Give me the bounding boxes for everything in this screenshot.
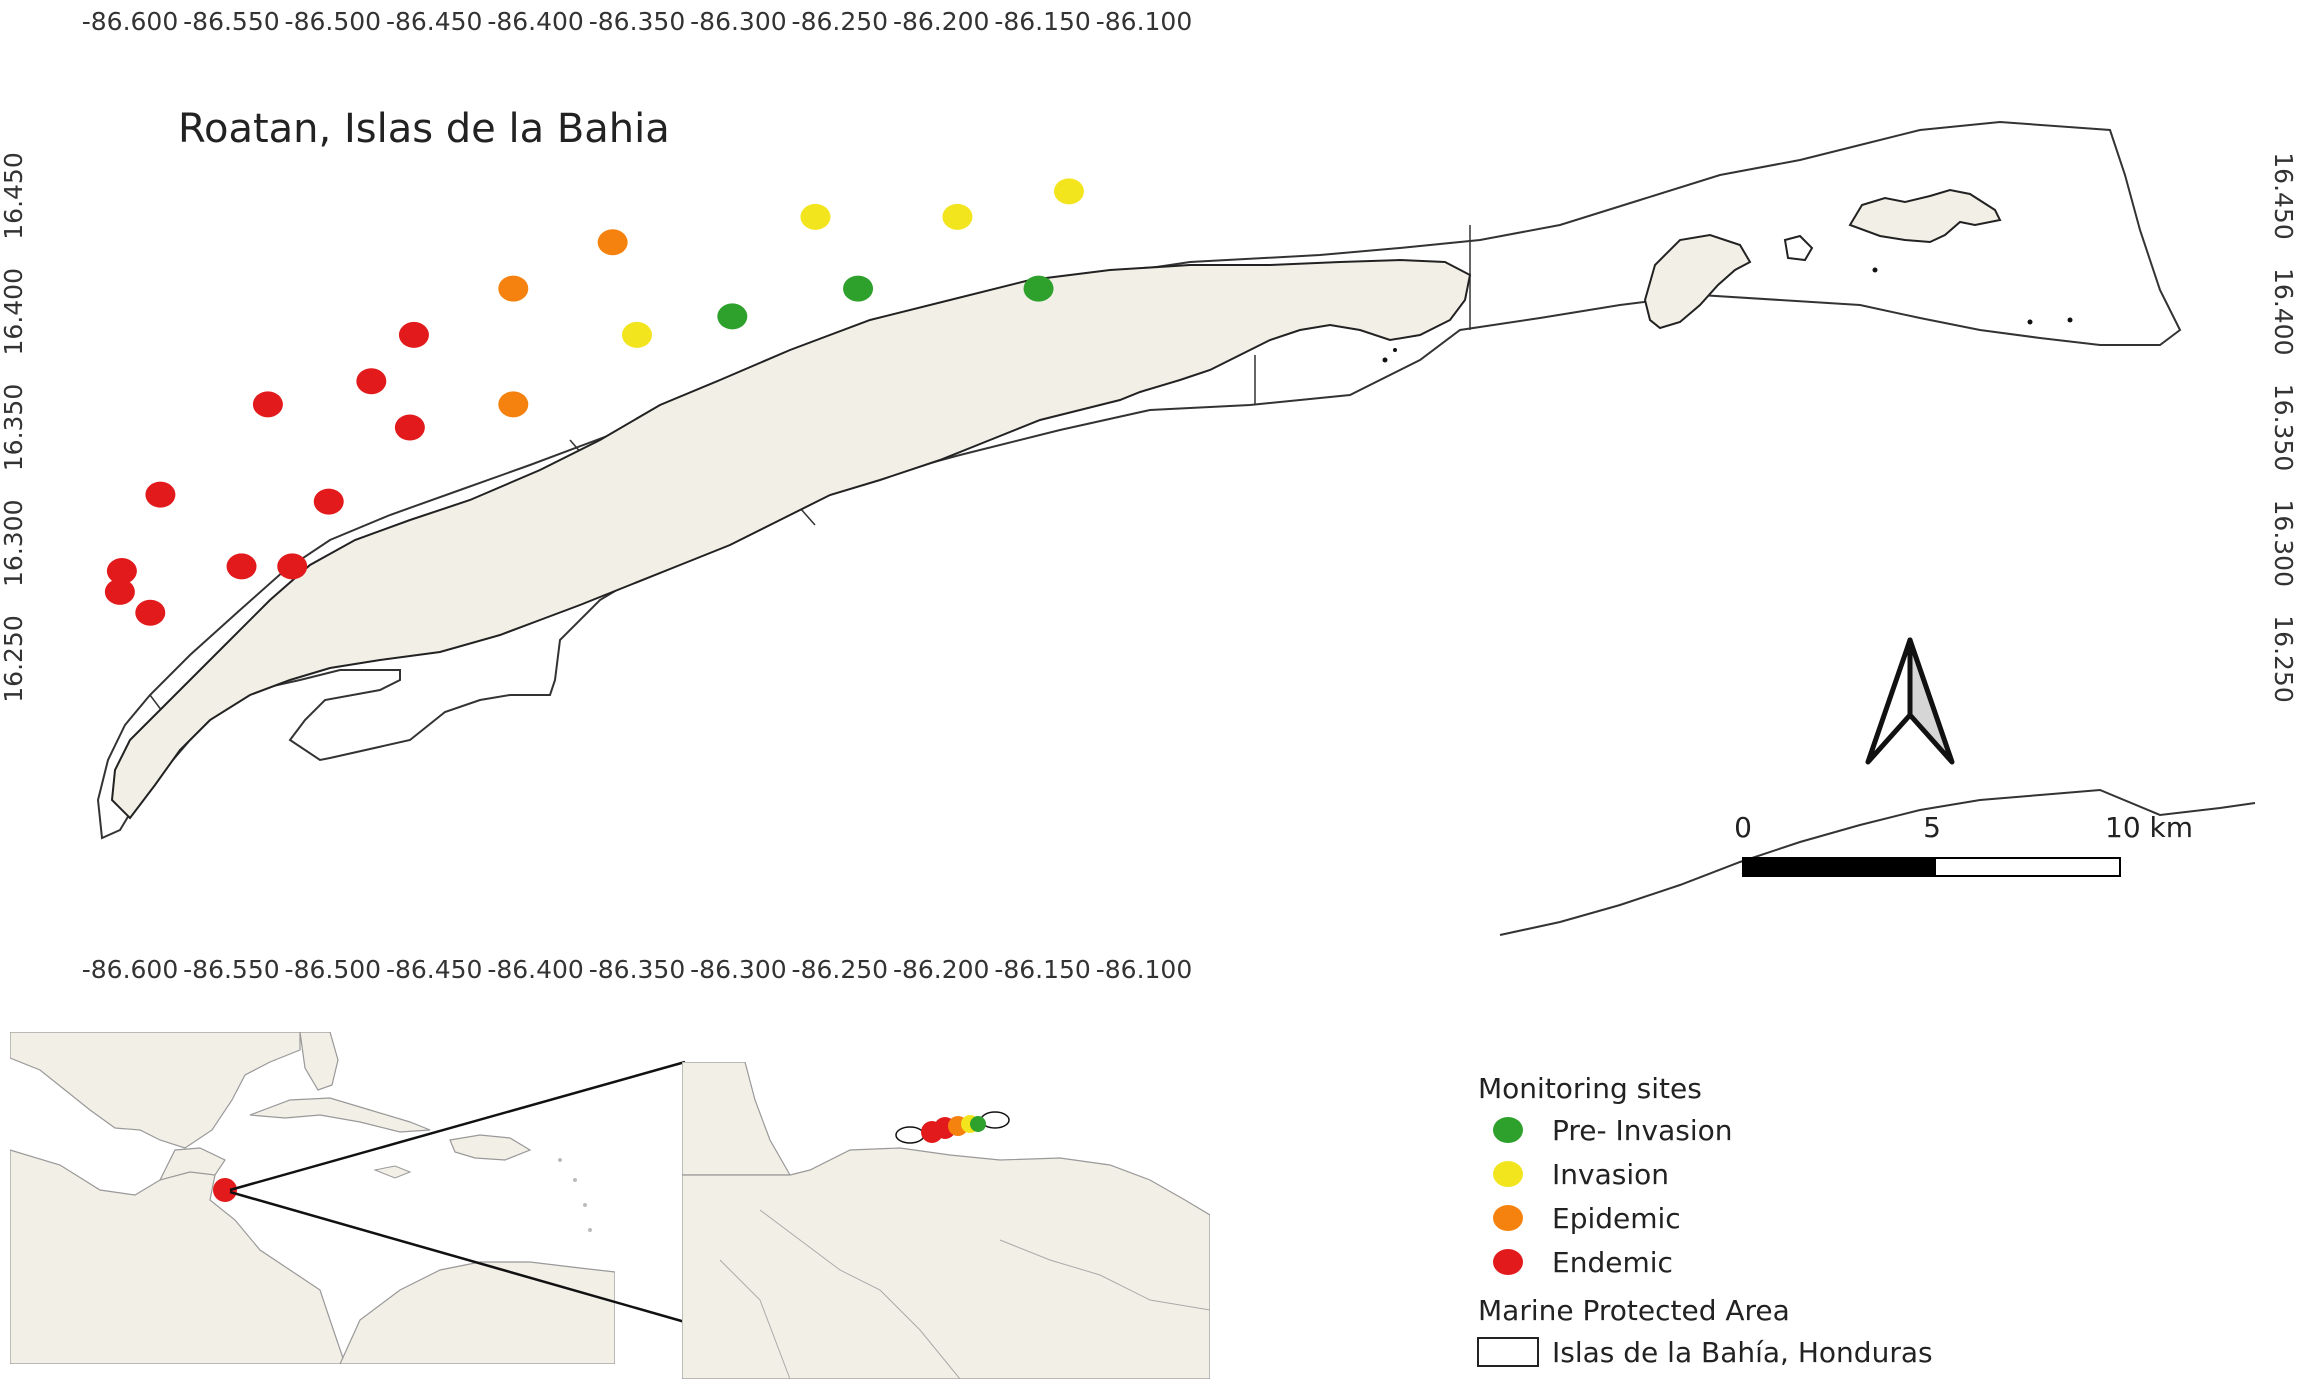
roatan-island [110, 258, 1472, 820]
y-tick-label-right: 16.300 [2269, 500, 2298, 587]
site-marker-endemic [356, 368, 387, 395]
legend-mpa-heading: Marine Protected Area [1478, 1294, 1790, 1327]
y-axis-right-labels: 16.450 16.400 16.350 16.300 16.250 [2269, 152, 2298, 702]
x-tick-label-bottom: -86.150 [994, 955, 1091, 984]
x-tick-label-bottom: -86.300 [690, 955, 787, 984]
site-marker-invasion [622, 321, 652, 348]
inset-honduras-map [682, 1062, 1210, 1379]
x-tick-label-bottom: -86.350 [589, 955, 686, 984]
x-tick-label-top: -86.100 [1096, 7, 1193, 36]
y-tick-label-left: 16.300 [0, 500, 28, 587]
site-marker-endemic [135, 599, 166, 626]
inset-connector-top [229, 1060, 686, 1192]
x-tick-label-bottom: -86.450 [386, 955, 483, 984]
site-marker-endemic [104, 578, 135, 605]
y-tick-label-left: 16.250 [0, 615, 28, 702]
y-axis-left-labels: 16.450 16.400 16.350 16.300 16.250 [0, 152, 28, 702]
legend-swatch-pre-invasion [1493, 1117, 1523, 1143]
x-tick-label-top: -86.200 [893, 7, 990, 36]
x-tick-label-top: -86.350 [589, 7, 686, 36]
x-tick-label-bottom: -86.500 [285, 955, 382, 984]
x-tick-label-bottom: -86.200 [893, 955, 990, 984]
x-tick-label-bottom: -86.400 [487, 955, 584, 984]
site-marker-endemic [106, 558, 137, 585]
y-tick-label-right: 16.250 [2269, 615, 2298, 702]
legend-swatch-invasion [1493, 1161, 1523, 1187]
y-tick-label-right: 16.350 [2269, 384, 2298, 471]
x-tick-label-bottom: -86.600 [82, 955, 179, 984]
legend: Monitoring sites Pre- Invasion Invasion Ep… [1477, 1072, 1933, 1369]
site-marker-pre-invasion [717, 303, 748, 330]
inset-connector-bottom [229, 1190, 686, 1324]
site-marker-epidemic [498, 275, 529, 302]
x-tick-label-bottom: -86.550 [183, 955, 280, 984]
x-tick-label-top: -86.250 [792, 7, 889, 36]
legend-swatch-endemic [1493, 1249, 1523, 1275]
site-marker-endemic [277, 553, 308, 580]
legend-swatch-epidemic [1493, 1205, 1523, 1231]
y-tick-label-left: 16.400 [0, 268, 28, 355]
x-tick-label-bottom: -86.250 [792, 955, 889, 984]
x-tick-label-top: -86.500 [285, 7, 382, 36]
site-marker-endemic [398, 321, 429, 348]
legend-label-pre-invasion: Pre- Invasion [1552, 1114, 1733, 1147]
site-marker-endemic [145, 481, 176, 508]
x-tick-label-bottom: -86.100 [1096, 955, 1193, 984]
inset-caribbean-map [10, 1032, 615, 1364]
x-tick-label-top: -86.400 [487, 7, 584, 36]
legend-mpa-label: Islas de la Bahía, Honduras [1552, 1336, 1933, 1369]
site-marker-endemic [313, 488, 344, 515]
x-tick-label-top: -86.550 [183, 7, 280, 36]
x-tick-label-top: -86.450 [386, 7, 483, 36]
scale-label-5: 5 [1923, 811, 1941, 844]
y-tick-label-right: 16.400 [2269, 268, 2298, 355]
legend-label-invasion: Invasion [1552, 1158, 1669, 1191]
x-tick-label-top: -86.300 [690, 7, 787, 36]
site-marker-epidemic [597, 229, 628, 256]
y-tick-label-right: 16.450 [2269, 152, 2298, 239]
legend-mpa-swatch [1477, 1337, 1539, 1367]
site-marker-invasion [1053, 178, 1084, 205]
site-marker-pre-invasion [1023, 275, 1054, 302]
barbareta-island [1643, 233, 1752, 330]
x-axis-top-labels: -86.600 -86.550 -86.500 -86.450 -86.400 -86.3… [82, 7, 1193, 36]
site-marker-epidemic [498, 391, 529, 418]
legend-monitoring-heading: Monitoring sites [1478, 1072, 1702, 1105]
small-islet [1783, 234, 1814, 262]
x-axis-bottom-labels: -86.600 -86.550 -86.500 -86.450 -86.400 -86.3… [82, 955, 1193, 984]
mainland-coastline [1499, 788, 2256, 936]
site-marker-endemic [252, 391, 283, 418]
site-marker-invasion [800, 203, 831, 230]
scale-label-10: 10 km [2105, 811, 2193, 844]
scale-bar: 0 5 10 km [1734, 811, 2193, 877]
x-tick-label-top: -86.150 [994, 7, 1091, 36]
monitoring-sites [104, 178, 1084, 626]
map-title: Roatan, Islas de la Bahia [178, 106, 670, 152]
site-marker-endemic [394, 414, 425, 441]
morat-islet [1848, 188, 2002, 244]
main-map [96, 120, 2256, 936]
study-area-marker-caribbean [213, 1178, 237, 1202]
legend-label-endemic: Endemic [1552, 1246, 1673, 1279]
site-marker-pre-invasion [843, 275, 874, 302]
scale-label-0: 0 [1734, 811, 1752, 844]
site-marker-invasion [942, 203, 973, 230]
y-tick-label-left: 16.350 [0, 384, 28, 471]
x-tick-label-top: -86.600 [82, 7, 179, 36]
legend-label-epidemic: Epidemic [1552, 1202, 1681, 1235]
y-tick-label-left: 16.450 [0, 152, 28, 239]
site-marker-endemic [226, 553, 257, 580]
north-arrow-icon [1865, 637, 1955, 765]
